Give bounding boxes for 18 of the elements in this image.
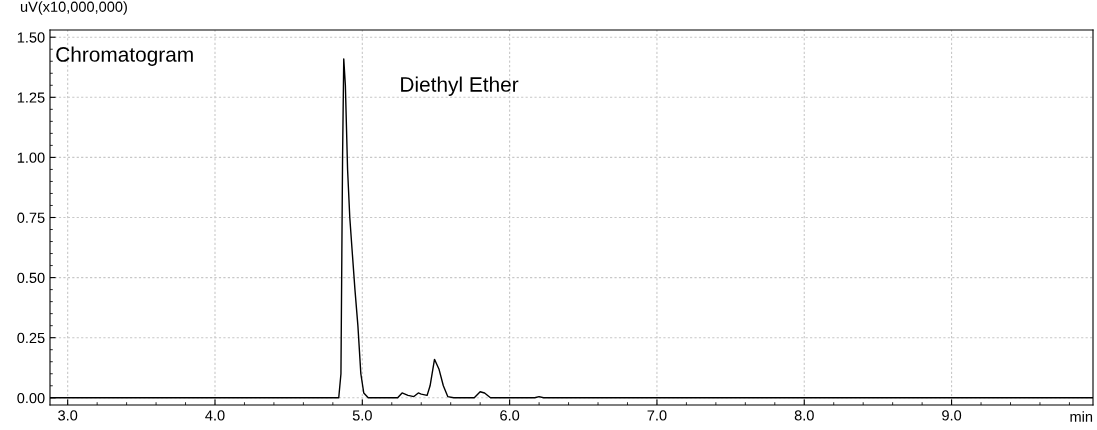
y-axis-title: uV(x10,000,000) xyxy=(20,1,127,15)
x-tick-label: 5.0 xyxy=(352,410,372,421)
y-tick-label: 0.50 xyxy=(17,272,45,284)
x-tick-label: 8.0 xyxy=(794,410,814,421)
annotation: Chromatogram xyxy=(56,46,193,66)
annotation: Diethyl Ether xyxy=(401,76,519,96)
y-tick-label: 1.50 xyxy=(17,32,45,43)
x-tick-label: 9.0 xyxy=(942,410,962,421)
y-tick-label: 0.75 xyxy=(17,212,45,223)
x-tick-label: 7.0 xyxy=(647,410,667,421)
y-tick-label: 0.00 xyxy=(17,392,45,404)
x-axis-title: min xyxy=(1070,411,1093,422)
y-tick-label: 1.00 xyxy=(17,152,45,163)
x-tick-label: 3.0 xyxy=(58,410,78,421)
y-tick-label: 0.25 xyxy=(17,332,45,344)
x-tick-label: 4.0 xyxy=(205,410,225,421)
x-tick-label: 6.0 xyxy=(500,410,520,421)
y-tick-label: 1.25 xyxy=(17,92,45,103)
